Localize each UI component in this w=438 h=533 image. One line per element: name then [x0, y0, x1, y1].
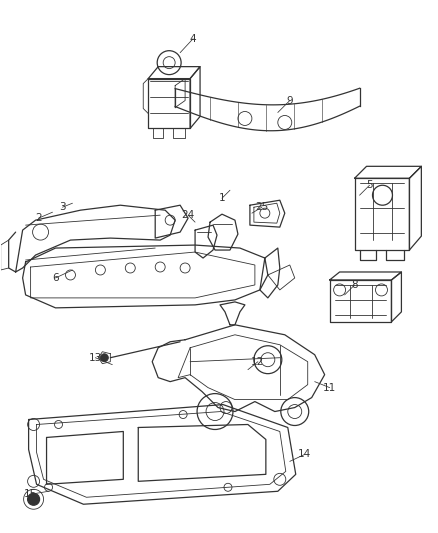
Text: 9: 9 — [286, 95, 293, 106]
Text: 14: 14 — [298, 449, 311, 459]
Text: 6: 6 — [52, 273, 59, 283]
Text: 2: 2 — [35, 213, 42, 223]
Text: 25: 25 — [255, 202, 268, 212]
Circle shape — [28, 493, 39, 505]
Text: 4: 4 — [190, 34, 196, 44]
Text: 11: 11 — [323, 383, 336, 393]
Text: 8: 8 — [351, 280, 358, 290]
Text: 5: 5 — [366, 180, 373, 190]
Text: 15: 15 — [24, 489, 37, 499]
Text: 13: 13 — [89, 353, 102, 363]
Text: 3: 3 — [59, 202, 66, 212]
Circle shape — [100, 354, 108, 362]
Text: 24: 24 — [181, 210, 195, 220]
Text: 1: 1 — [219, 193, 225, 203]
Text: 12: 12 — [251, 357, 265, 367]
